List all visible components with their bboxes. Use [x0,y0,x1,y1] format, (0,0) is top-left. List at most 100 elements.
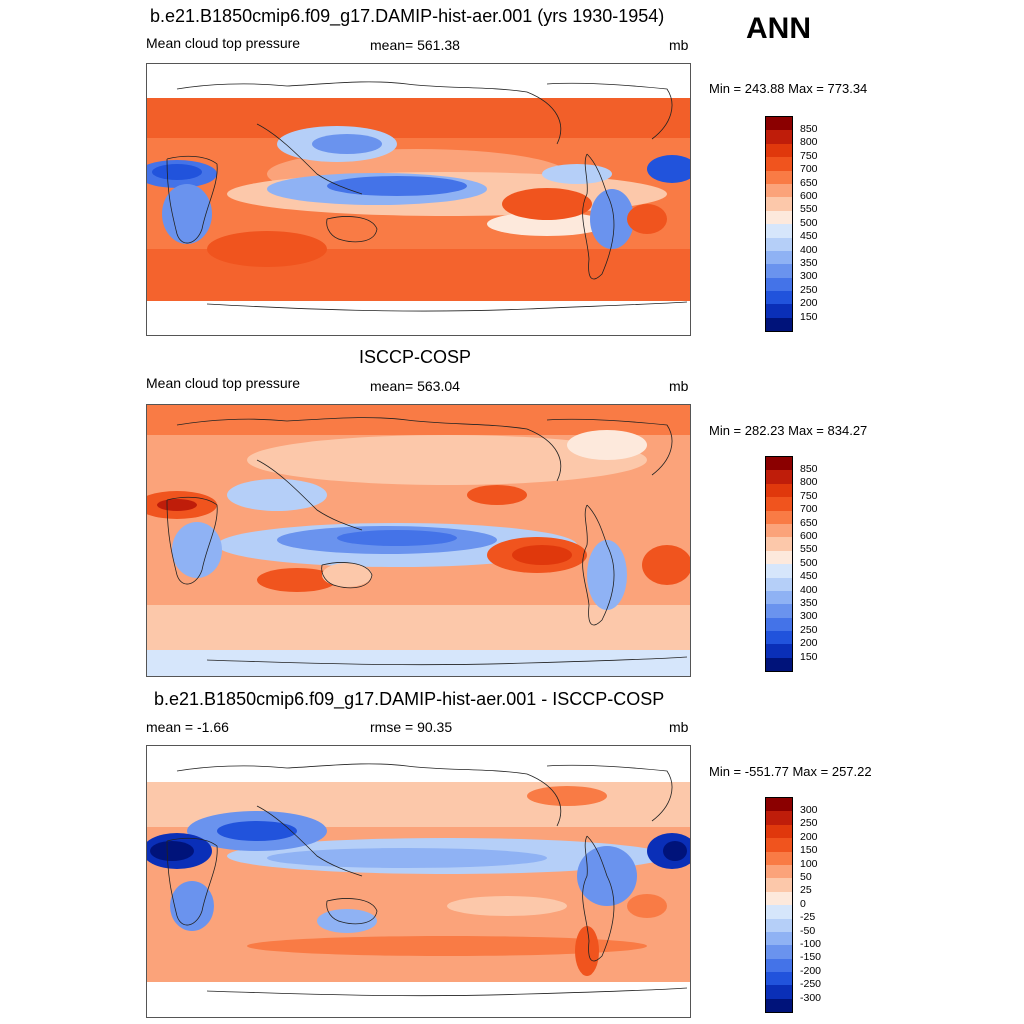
cb3-tick: -100 [800,938,822,950]
cb2-tick: 550 [800,543,818,555]
colorbar-swatch [766,604,792,618]
panel-1-minmax: Min = 243.88 Max = 773.34 [709,81,868,96]
cb2-tick: 700 [800,503,818,515]
colorbar-swatch [766,550,792,565]
cb1-tick: 450 [800,230,818,242]
cb3-tick: 250 [800,817,818,829]
colorbar-swatch [766,277,792,292]
colorbar-swatch [766,250,792,265]
panel-2-colorbar [765,456,793,673]
colorbar-swatch [766,497,792,511]
colorbar-swatch [766,811,792,825]
cb1-tick: 650 [800,177,818,189]
cb2-tick: 650 [800,517,818,529]
panel-3-map [146,745,691,1018]
colorbar-swatch [766,210,792,225]
cb1-tick: 850 [800,123,818,135]
panel-2-units: mb [669,378,689,394]
colorbar-swatch [766,304,792,318]
panel-1-map [146,63,691,336]
colorbar-swatch [766,918,792,932]
panel-1-left-label: Mean cloud top pressure [146,35,301,51]
colorbar-swatch [766,470,792,484]
cb1-tick: 150 [800,311,818,323]
colorbar-swatch [766,130,792,144]
cb1-tick: 400 [800,244,818,256]
colorbar-swatch [766,170,792,184]
cb2-tick: 150 [800,651,818,663]
colorbar-swatch [766,224,792,238]
colorbar-swatch [766,237,792,251]
panel-2-left-label: Mean cloud top pressure [146,375,301,391]
cb1-tick: 300 [800,270,818,282]
colorbar-swatch [766,798,792,812]
colorbar-swatch [766,985,792,999]
panel-1-units: mb [669,37,689,53]
cb1-tick: 550 [800,203,818,215]
cb1-tick: 600 [800,190,818,202]
colorbar-swatch [766,590,792,605]
cb1-tick: 200 [800,297,818,309]
panel-3-left-label: mean = -1.66 [146,719,229,735]
colorbar-swatch [766,483,792,498]
panel-1-mean: mean= 561.38 [370,37,460,53]
cb3-tick: -25 [800,911,816,923]
cb3-tick: -300 [800,992,822,1004]
panel-3-colorbar [765,797,793,1014]
panel-1-title: b.e21.B1850cmip6.f09_g17.DAMIP-hist-aer.… [150,6,665,26]
panel-3-rmse: rmse = 90.35 [370,719,453,735]
colorbar-swatch [766,510,792,524]
cb2-tick: 450 [800,570,818,582]
colorbar-swatch [766,537,792,551]
cb1-tick: 750 [800,150,818,162]
panel-3-units: mb [669,719,689,735]
cb2-tick: 850 [800,463,818,475]
cb2-tick: 400 [800,584,818,596]
colorbar-swatch [766,657,792,672]
colorbar-swatch [766,891,792,906]
colorbar-swatch [766,617,792,632]
cb3-tick: 0 [800,898,806,910]
cb3-tick: 200 [800,831,818,843]
cb3-tick: 100 [800,858,818,870]
colorbar-swatch [766,905,792,919]
cb3-tick: -50 [800,925,816,937]
cb1-tick: 700 [800,163,818,175]
cb2-tick: 350 [800,597,818,609]
cb2-tick: 500 [800,557,818,569]
cb1-tick: 500 [800,217,818,229]
cb1-tick: 250 [800,284,818,296]
cb1-tick: 350 [800,257,818,269]
cb2-tick: 800 [800,476,818,488]
colorbar-swatch [766,157,792,171]
colorbar-swatch [766,143,792,158]
cb3-tick: -200 [800,965,822,977]
colorbar-swatch [766,264,792,278]
colorbar-swatch [766,457,792,471]
panel-3-minmax: Min = -551.77 Max = 257.22 [709,764,872,779]
cb2-tick: 250 [800,624,818,636]
cb1-tick: 800 [800,136,818,148]
colorbar-swatch [766,644,792,658]
panel-2-map [146,404,691,677]
colorbar-swatch [766,838,792,852]
panel-2-title: ISCCP-COSP [359,347,472,367]
colorbar-swatch [766,878,792,892]
panel-3-title: b.e21.B1850cmip6.f09_g17.DAMIP-hist-aer.… [154,689,665,709]
colorbar-swatch [766,972,792,986]
panel-1-colorbar [765,116,793,333]
colorbar-swatch [766,998,792,1013]
colorbar-swatch [766,958,792,973]
cb2-tick: 600 [800,530,818,542]
colorbar-swatch [766,945,792,959]
colorbar-swatch [766,864,792,879]
colorbar-swatch [766,577,792,591]
cb3-tick: 300 [800,804,818,816]
colorbar-swatch [766,824,792,839]
cb2-tick: 200 [800,637,818,649]
cb2-tick: 300 [800,610,818,622]
colorbar-swatch [766,851,792,865]
panel-2-minmax: Min = 282.23 Max = 834.27 [709,423,868,438]
colorbar-swatch [766,291,792,305]
cb2-tick: 750 [800,490,818,502]
